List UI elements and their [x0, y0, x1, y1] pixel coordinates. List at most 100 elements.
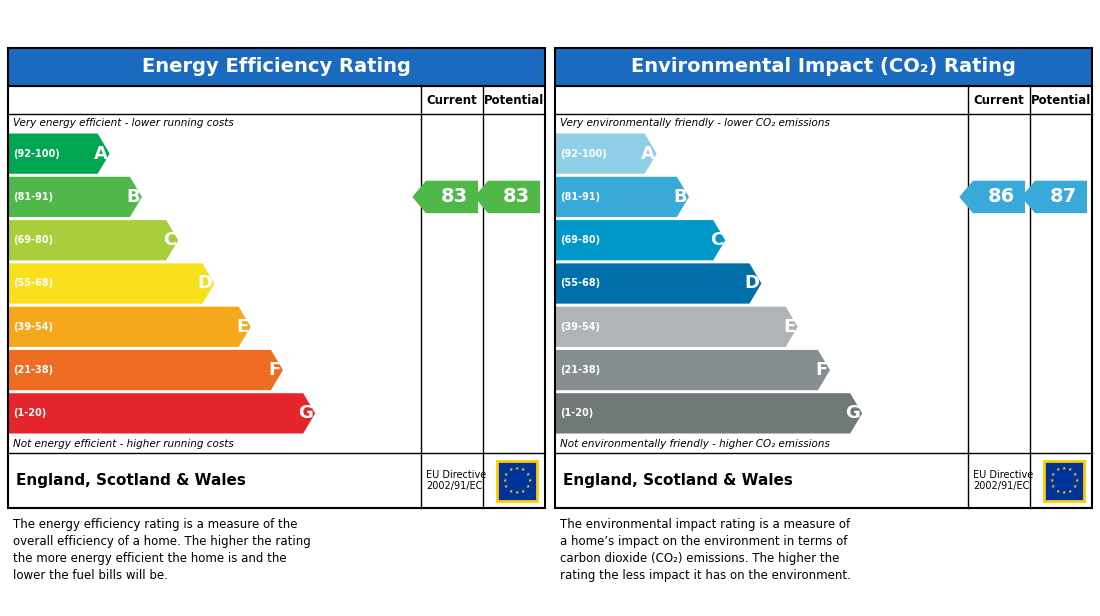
Polygon shape [556, 264, 761, 304]
Text: Current: Current [974, 94, 1024, 107]
Bar [556, 48, 1092, 86]
Text: ★: ★ [1049, 478, 1054, 483]
Text: E: E [783, 318, 795, 336]
Text: Not energy efficient - higher running costs: Not energy efficient - higher running co… [13, 439, 233, 449]
Bar [556, 48, 1092, 86]
Text: Not environmentally friendly - higher CO₂ emissions: Not environmentally friendly - higher CO… [560, 439, 829, 449]
Text: (81-91): (81-91) [13, 192, 53, 202]
Text: (81-91): (81-91) [560, 192, 601, 202]
Text: A: A [641, 145, 654, 163]
Polygon shape [9, 307, 251, 347]
Text: F: F [268, 361, 280, 379]
Text: ★: ★ [504, 484, 508, 489]
Text: 87: 87 [1050, 187, 1077, 206]
Text: (1-20): (1-20) [560, 408, 593, 418]
Text: E: E [236, 318, 249, 336]
Text: (69-80): (69-80) [560, 235, 601, 245]
Text: F: F [816, 361, 828, 379]
Text: EU Directive: EU Directive [974, 469, 1033, 479]
Text: ★: ★ [526, 472, 530, 477]
Polygon shape [556, 134, 657, 174]
Text: (92-100): (92-100) [560, 148, 607, 159]
Bar [8, 86, 544, 508]
Text: G: G [298, 404, 314, 423]
Text: ★: ★ [1052, 484, 1055, 489]
Text: 86: 86 [988, 187, 1015, 206]
Polygon shape [556, 177, 689, 217]
Text: Very environmentally friendly - lower CO₂ emissions: Very environmentally friendly - lower CO… [560, 118, 829, 128]
Text: ★: ★ [1068, 488, 1072, 494]
Bar [8, 48, 544, 86]
Text: ★: ★ [515, 490, 519, 495]
Text: England, Scotland & Wales: England, Scotland & Wales [16, 473, 246, 488]
Text: ★: ★ [1062, 490, 1066, 495]
Text: ★: ★ [1075, 478, 1079, 483]
Text: ★: ★ [504, 472, 508, 477]
Text: (69-80): (69-80) [13, 235, 53, 245]
Text: C: C [163, 231, 176, 249]
Text: (39-54): (39-54) [560, 322, 600, 332]
Text: B: B [673, 188, 686, 206]
Text: The energy efficiency rating is a measure of the
overall efficiency of a home. T: The energy efficiency rating is a measur… [13, 518, 310, 582]
Text: Potential: Potential [1031, 94, 1091, 107]
Bar [8, 48, 544, 86]
Text: (39-54): (39-54) [13, 322, 53, 332]
Text: ★: ★ [1062, 466, 1066, 471]
Text: 2002/91/EC: 2002/91/EC [426, 482, 483, 492]
Bar [497, 461, 537, 500]
Bar [1044, 461, 1084, 500]
Text: (55-68): (55-68) [560, 278, 601, 288]
Text: ★: ★ [1068, 468, 1072, 472]
Text: ★: ★ [1072, 484, 1077, 489]
Text: A: A [94, 145, 108, 163]
Polygon shape [9, 220, 178, 261]
Text: D: D [197, 275, 212, 293]
Polygon shape [9, 264, 214, 304]
Text: ★: ★ [1072, 472, 1077, 477]
Bar [556, 86, 1092, 508]
Text: Potential: Potential [484, 94, 544, 107]
Polygon shape [959, 180, 1025, 213]
Text: (55-68): (55-68) [13, 278, 53, 288]
Text: ★: ★ [515, 466, 519, 471]
Polygon shape [412, 180, 478, 213]
Polygon shape [9, 177, 142, 217]
Text: (1-20): (1-20) [13, 408, 46, 418]
Polygon shape [1021, 180, 1087, 213]
Text: 83: 83 [441, 187, 469, 206]
Text: ★: ★ [503, 478, 507, 483]
Text: England, Scotland & Wales: England, Scotland & Wales [563, 473, 793, 488]
Text: ★: ★ [521, 488, 526, 494]
Text: (92-100): (92-100) [13, 148, 59, 159]
Polygon shape [9, 350, 283, 390]
Polygon shape [556, 307, 798, 347]
Text: G: G [845, 404, 860, 423]
Text: (21-38): (21-38) [560, 365, 601, 375]
Text: Very energy efficient - lower running costs: Very energy efficient - lower running co… [13, 118, 233, 128]
Polygon shape [9, 134, 110, 174]
Text: C: C [710, 231, 723, 249]
Polygon shape [556, 350, 830, 390]
Text: ★: ★ [521, 468, 526, 472]
Text: 83: 83 [503, 187, 530, 206]
Text: ★: ★ [1056, 488, 1060, 494]
Text: ★: ★ [508, 488, 513, 494]
Bar [556, 86, 1092, 508]
Text: ★: ★ [1056, 468, 1060, 472]
Text: Current: Current [427, 94, 477, 107]
Text: 2002/91/EC: 2002/91/EC [974, 482, 1030, 492]
Text: (21-38): (21-38) [13, 365, 53, 375]
Text: The environmental impact rating is a measure of
a home’s impact on the environme: The environmental impact rating is a mea… [560, 518, 851, 582]
Polygon shape [556, 220, 725, 261]
Text: ★: ★ [1052, 472, 1055, 477]
Text: B: B [126, 188, 140, 206]
Text: D: D [745, 275, 759, 293]
Text: EU Directive: EU Directive [426, 469, 486, 479]
Polygon shape [474, 180, 540, 213]
Bar [8, 86, 544, 508]
Polygon shape [556, 393, 862, 434]
Text: ★: ★ [526, 484, 530, 489]
Text: ★: ★ [527, 478, 531, 483]
Polygon shape [9, 393, 316, 434]
Text: Energy Efficiency Rating: Energy Efficiency Rating [142, 57, 411, 76]
